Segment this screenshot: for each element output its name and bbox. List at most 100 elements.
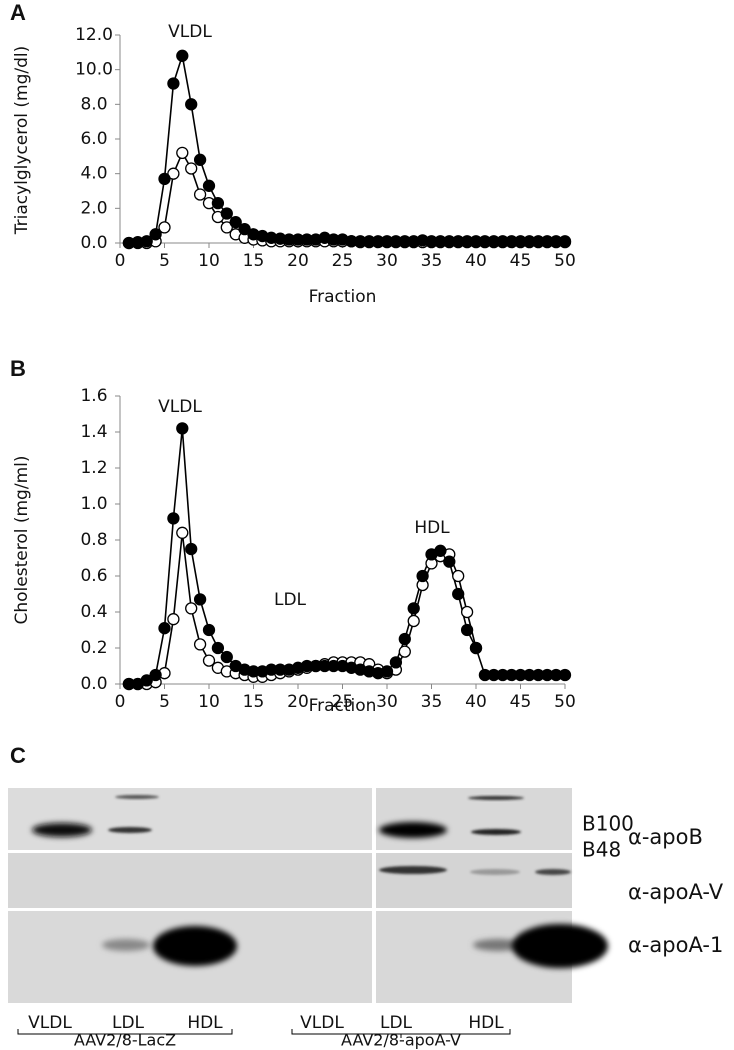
marker [220,207,233,220]
band [115,795,159,799]
blot-panel [8,788,372,850]
row-label: α-apoA-1 [628,933,723,957]
y-tick-label: 0.8 [80,530,107,550]
marker [185,162,198,175]
lane-label: VLDL [28,1013,72,1033]
x-tick-label: 25 [332,692,354,712]
marker [443,555,456,568]
x-tick-label: 10 [198,251,220,271]
x-tick-label: 20 [287,251,309,271]
marker [407,614,420,628]
marker [202,623,216,637]
row-label: α-apoB [628,825,703,849]
band [379,866,447,874]
marker [398,632,411,646]
x-tick-label: 50 [554,692,576,712]
x-tick-label: 15 [243,251,265,271]
marker [434,544,447,557]
marker [558,235,572,248]
marker [140,674,153,687]
annotation: HDL [414,518,450,538]
marker [398,645,411,658]
marker [389,656,403,669]
x-axis-label: Fraction [309,287,377,307]
x-tick-label: 30 [376,692,398,712]
x-tick-label: 10 [198,692,220,712]
marker [158,622,171,635]
marker [176,146,189,160]
band [468,796,524,800]
marker [202,654,216,667]
y-tick-label: 1.0 [80,494,107,514]
lane-label: HDL [187,1013,223,1033]
y-tick-label: 6.0 [80,129,107,149]
marker [469,641,483,655]
blot-panel [376,853,572,908]
y-tick-label: 4.0 [80,164,107,184]
lane-label: HDL [468,1013,504,1033]
band [512,924,608,968]
marker [158,172,171,186]
marker [460,605,474,619]
y-tick-label: 1.2 [80,458,107,478]
marker [167,77,180,90]
y-tick-label: 1.6 [80,386,107,406]
marker [140,235,153,248]
y-tick-label: 2.0 [80,198,107,218]
x-tick-label: 50 [554,251,576,271]
marker [167,512,180,525]
blot-panel [8,853,372,908]
y-tick-label: 0.0 [80,233,107,253]
x-axis-label: Fraction [309,696,377,716]
lane-label: LDL [112,1013,145,1033]
y-tick-label: 0.0 [80,674,107,694]
marker [380,665,394,678]
x-tick-label: 45 [510,692,532,712]
x-tick-label: 30 [376,251,398,271]
marker [176,422,189,435]
band [470,869,520,875]
blot: B100 B48 α-apoB α-apoA-V α-apoA-1 VLDL L… [8,788,724,1050]
y-tick-label: 8.0 [80,94,107,114]
band-label: B100 [582,812,634,836]
x-tick-label: 35 [421,251,443,271]
x-tick-label: 5 [159,251,170,271]
group-label: AAV2/8-LacZ [74,1031,176,1050]
panel-label: B [10,356,26,381]
marker [229,216,242,229]
lane-label: VLDL [300,1013,344,1033]
bracket [291,1029,511,1038]
band [32,823,92,837]
marker [185,542,198,556]
y-tick-label: 0.6 [80,566,107,586]
y-tick-label: 0.4 [80,602,107,622]
marker [167,167,180,180]
y-axis-label: Cholesterol (mg/ml) [12,456,32,625]
x-tick-label: 15 [243,692,265,712]
marker [452,587,465,601]
x-tick-label: 5 [159,692,170,712]
y-axis-label: Triacylglycerol (mg/dl) [12,46,32,236]
y-tick-label: 12.0 [75,25,113,45]
y-tick-label: 0.2 [80,638,107,658]
marker [416,569,429,583]
marker [211,641,225,655]
marker [460,623,474,637]
panel-label: C [10,743,26,768]
band [153,926,237,966]
marker [167,613,180,626]
panel-label: A [10,0,26,25]
x-tick-label: 45 [510,251,532,271]
x-tick-label: 25 [332,251,354,271]
annotation: VLDL [168,22,212,42]
x-tick-label: 20 [287,692,309,712]
marker [238,222,251,236]
y-tick-label: 1.4 [80,422,107,442]
marker [452,569,465,583]
marker [193,188,207,201]
marker [220,650,233,664]
lane-label: LDL [380,1013,413,1033]
marker [149,228,162,241]
